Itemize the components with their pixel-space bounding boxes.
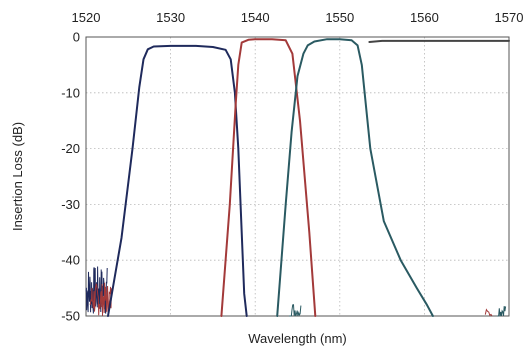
y-tick-label: -30 (61, 197, 80, 212)
y-tick-label: -10 (61, 85, 80, 100)
noise-trace (89, 282, 112, 316)
x-tick-label: 1550 (325, 10, 354, 25)
noise-trace (497, 306, 507, 317)
x-tick-label: 1530 (156, 10, 185, 25)
series-layer (107, 38, 510, 317)
y-axis-title: Insertion Loss (dB) (10, 122, 25, 231)
x-tick-labels: 1520 1530 1540 1550 1560 1570 (72, 10, 524, 25)
series-line-4 (368, 39, 510, 43)
x-tick-label: 1540 (241, 10, 270, 25)
y-tick-label: -20 (61, 141, 80, 156)
y-tick-label: -40 (61, 253, 80, 268)
noise-trace (484, 308, 493, 317)
y-tick-labels: 0 -10 -20 -30 -40 -50 (61, 30, 80, 324)
noise-trace (85, 266, 108, 314)
x-axis-title: Wavelength (nm) (248, 331, 347, 346)
x-tick-label: 1520 (72, 10, 101, 25)
y-tick-label: -50 (61, 309, 80, 324)
series-line-3 (276, 38, 434, 317)
y-tick-label: 0 (73, 30, 80, 45)
x-tick-label: 1570 (495, 10, 524, 25)
series-line-2 (220, 38, 317, 317)
noise-floor (85, 266, 507, 317)
series-line-1 (107, 44, 248, 317)
x-tick-label: 1560 (410, 10, 439, 25)
chart-grid (86, 37, 509, 316)
noise-trace (289, 304, 302, 317)
